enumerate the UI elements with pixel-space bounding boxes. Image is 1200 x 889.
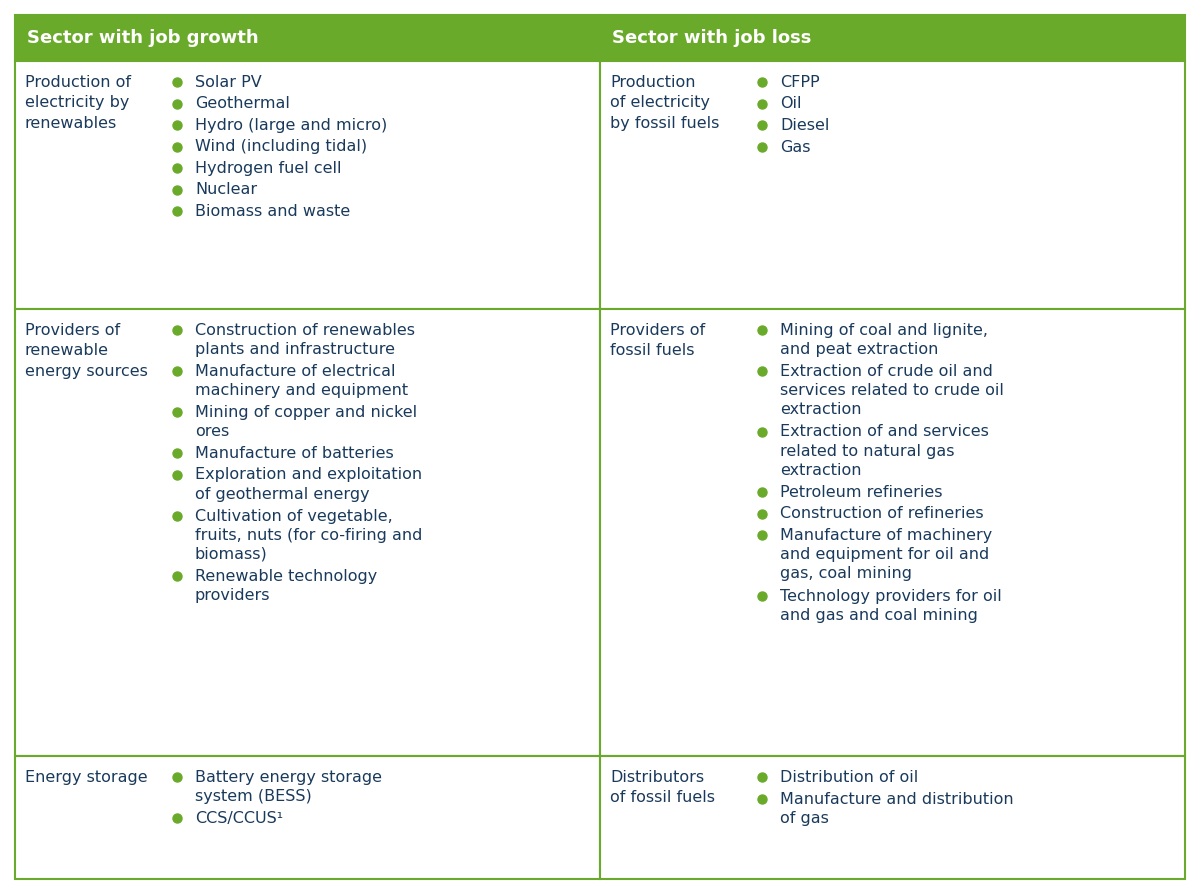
Text: Battery energy storage
system (BESS): Battery energy storage system (BESS) (194, 770, 382, 805)
Text: Mining of copper and nickel
ores: Mining of copper and nickel ores (194, 405, 418, 439)
Text: Technology providers for oil
and gas and coal mining: Technology providers for oil and gas and… (780, 589, 1002, 622)
Text: Manufacture and distribution
of gas: Manufacture and distribution of gas (780, 791, 1014, 826)
Bar (14, 756, 600, 879)
Text: Hydro (large and micro): Hydro (large and micro) (194, 118, 388, 133)
Text: Solar PV: Solar PV (194, 75, 262, 90)
Text: Gas: Gas (780, 140, 810, 155)
Text: Distributors
of fossil fuels: Distributors of fossil fuels (610, 770, 715, 805)
Text: Cultivation of vegetable,
fruits, nuts (for co-firing and
biomass): Cultivation of vegetable, fruits, nuts (… (194, 509, 422, 562)
Text: Energy storage: Energy storage (25, 770, 148, 785)
Text: CFPP: CFPP (780, 75, 820, 90)
Bar (600, 61, 1186, 309)
Text: Distribution of oil: Distribution of oil (780, 770, 918, 785)
Text: Mining of coal and lignite,
and peat extraction: Mining of coal and lignite, and peat ext… (780, 323, 988, 357)
Text: Sector with job loss: Sector with job loss (612, 29, 811, 47)
Bar (600, 15, 1186, 61)
Text: Manufacture of machinery
and equipment for oil and
gas, coal mining: Manufacture of machinery and equipment f… (780, 528, 992, 581)
Bar (600, 756, 1186, 879)
Text: Providers of
renewable
energy sources: Providers of renewable energy sources (25, 323, 148, 379)
Text: Exploration and exploitation
of geothermal energy: Exploration and exploitation of geotherm… (194, 468, 422, 501)
Text: Manufacture of electrical
machinery and equipment: Manufacture of electrical machinery and … (194, 364, 408, 398)
Bar (600, 309, 1186, 756)
Bar (14, 309, 600, 756)
Text: Geothermal: Geothermal (194, 97, 290, 111)
Text: Diesel: Diesel (780, 118, 829, 133)
Text: Nuclear: Nuclear (194, 182, 257, 197)
Bar (14, 61, 600, 309)
Text: Hydrogen fuel cell: Hydrogen fuel cell (194, 161, 342, 176)
Text: CCS/CCUS¹: CCS/CCUS¹ (194, 811, 283, 826)
Text: Biomass and waste: Biomass and waste (194, 204, 350, 219)
Text: Manufacture of batteries: Manufacture of batteries (194, 446, 394, 461)
Text: Construction of refineries: Construction of refineries (780, 507, 984, 522)
Text: Providers of
fossil fuels: Providers of fossil fuels (610, 323, 706, 358)
Text: Renewable technology
providers: Renewable technology providers (194, 569, 377, 604)
Text: Production
of electricity
by fossil fuels: Production of electricity by fossil fuel… (610, 75, 719, 131)
Text: Construction of renewables
plants and infrastructure: Construction of renewables plants and in… (194, 323, 415, 357)
Text: Sector with job growth: Sector with job growth (28, 29, 259, 47)
Bar (14, 15, 600, 61)
Text: Wind (including tidal): Wind (including tidal) (194, 140, 367, 155)
Text: Extraction of and services
related to natural gas
extraction: Extraction of and services related to na… (780, 425, 989, 478)
Text: Production of
electricity by
renewables: Production of electricity by renewables (25, 75, 131, 131)
Text: Petroleum refineries: Petroleum refineries (780, 485, 942, 500)
Text: Extraction of crude oil and
services related to crude oil
extraction: Extraction of crude oil and services rel… (780, 364, 1004, 418)
Text: Oil: Oil (780, 97, 802, 111)
